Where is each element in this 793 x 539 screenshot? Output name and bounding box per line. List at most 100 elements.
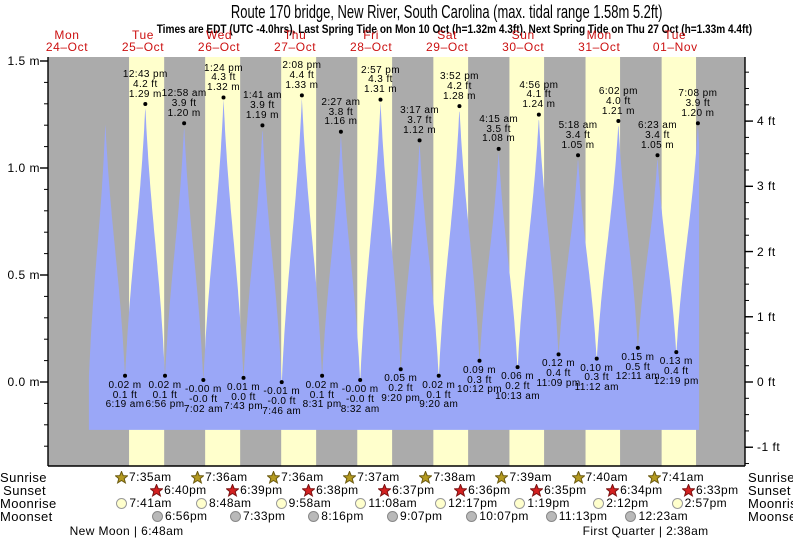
low-tide-label: 0.15 m 0.5 ft 12:11 am bbox=[598, 351, 678, 383]
high-tide-label: 3:52 pm 4.2 ft 1.28 m bbox=[419, 72, 499, 101]
tide-label-line: 4.4 ft bbox=[289, 70, 315, 82]
tide-label-line: 1.05 m bbox=[641, 139, 674, 151]
tide-label-line: -0.0 ft bbox=[267, 395, 296, 407]
day-of-week: Tue bbox=[132, 28, 155, 42]
sunrise-marker: 7:38am bbox=[419, 470, 475, 484]
sunrise-marker: 7:39am bbox=[495, 470, 551, 484]
sunset-time: 6:33pm bbox=[696, 483, 739, 497]
astro-row-label-right-moonrise: Moonrise bbox=[748, 496, 793, 511]
sunrise-marker: 7:36am bbox=[267, 470, 323, 484]
moonrise-time: 2:12pm bbox=[606, 496, 649, 510]
chart-subtitle: Times are EDT (UTC -4.0hrs). Last Spring… bbox=[156, 22, 753, 36]
tide-label-line: 10:13 am bbox=[495, 390, 541, 402]
day-of-week: Mon bbox=[586, 28, 612, 42]
tide-label-line: 9:20 pm bbox=[381, 392, 421, 404]
tide-extreme-dot bbox=[143, 101, 148, 106]
day-column-label: Sun 30–Oct bbox=[483, 29, 563, 53]
astro-row-label-right-sunrise: Sunrise bbox=[748, 470, 793, 485]
sunrise-time: 7:38am bbox=[433, 470, 476, 484]
high-tide-label: 2:08 pm 4.4 ft 1.33 m bbox=[262, 61, 342, 90]
tide-extreme-dot bbox=[123, 373, 128, 378]
moonset-marker: 8:16pm bbox=[307, 509, 363, 523]
tide-label-line: -0.01 m bbox=[263, 386, 301, 398]
tide-label-line: 0.05 m bbox=[384, 373, 418, 385]
tide-label-line: 2:27 am bbox=[321, 96, 361, 108]
tide-label-line: 7:46 am bbox=[262, 405, 302, 417]
moonset-circle-icon bbox=[545, 510, 557, 522]
tide-extreme-dot bbox=[515, 365, 520, 370]
low-tide-label: 0.02 m 0.1 ft 6:56 pm bbox=[125, 380, 205, 410]
sunrise-marker: 7:41am bbox=[647, 470, 704, 484]
tide-label-line: 0.3 ft bbox=[584, 372, 610, 384]
tide-extreme-dot bbox=[536, 112, 541, 117]
tide-label-line: 0.4 ft bbox=[663, 365, 689, 377]
moonset-circle-icon bbox=[387, 510, 399, 522]
tide-label-line: 4.2 ft bbox=[132, 78, 158, 90]
tide-extreme-dot bbox=[260, 123, 265, 128]
tide-extreme-dot bbox=[163, 373, 168, 378]
moonrise-circle-icon bbox=[514, 497, 526, 509]
day-of-week: Tue bbox=[664, 28, 687, 42]
tide-label-line: 0.06 m bbox=[501, 371, 535, 383]
tide-extreme-dot bbox=[457, 104, 462, 109]
low-tide-label: 0.13 m 0.4 ft 12:19 pm bbox=[636, 357, 716, 386]
sunset-marker: 6:35pm bbox=[530, 483, 586, 497]
sunset-marker: 6:40pm bbox=[150, 483, 206, 497]
moonrise-marker: 7:41am bbox=[115, 496, 171, 510]
day-of-week: Mon bbox=[54, 28, 80, 42]
tide-label-line: 8:31 pm bbox=[302, 399, 342, 411]
high-tide-label: 5:18 am 3.4 ft 1.05 m bbox=[538, 121, 618, 150]
sunrise-star-icon bbox=[419, 470, 433, 484]
tide-extreme-dot bbox=[477, 358, 482, 363]
astro-row-label-left-sunrise: Sunrise bbox=[0, 470, 47, 485]
low-tide-label: 0.02 m 0.1 ft 6:19 am bbox=[85, 380, 165, 410]
sunset-star-icon bbox=[226, 483, 240, 497]
tide-label-line: 1.32 m bbox=[207, 82, 240, 94]
day-date: 31–Oct bbox=[578, 39, 621, 54]
tide-label-line: 3.9 ft bbox=[250, 100, 275, 112]
tide-label-line: 0.15 m bbox=[621, 351, 655, 363]
moonrise-marker: 2:57pm bbox=[671, 496, 727, 510]
sunrise-star-icon bbox=[343, 470, 357, 484]
sunset-star-icon bbox=[150, 483, 164, 497]
tide-extreme-dot bbox=[436, 373, 441, 378]
sunset-marker: 6:36pm bbox=[454, 483, 510, 497]
day-date: 28–Oct bbox=[349, 39, 393, 54]
tide-label-line: 12:11 am bbox=[615, 371, 660, 383]
sunset-marker: 6:33pm bbox=[682, 483, 738, 497]
tide-label-line: 7:02 am bbox=[183, 403, 223, 415]
sunset-star-icon bbox=[606, 483, 620, 497]
tide-label-line: 0.13 m bbox=[659, 356, 693, 368]
day-date: 24–Oct bbox=[45, 39, 89, 54]
sunset-time: 6:34pm bbox=[620, 483, 663, 497]
y-axis-right-tick-label: 2 ft bbox=[757, 244, 776, 259]
tide-extreme-dot bbox=[221, 95, 226, 100]
sunrise-star-icon bbox=[571, 470, 585, 484]
sunrise-star-icon bbox=[647, 470, 661, 484]
high-tide-label: 4:15 am 3.5 ft 1.08 m bbox=[459, 114, 539, 144]
high-tide-label: 1:24 pm 4.3 ft 1.32 m bbox=[184, 63, 264, 94]
high-tide-label: 1:41 am 3.9 ft 1.19 m bbox=[222, 91, 302, 120]
high-tide-label: 2:57 pm 4.3 ft 1.31 m bbox=[341, 65, 421, 95]
moonset-circle-icon bbox=[152, 510, 163, 522]
tide-extreme-dot bbox=[358, 378, 363, 382]
moonrise-time: 2:57pm bbox=[684, 496, 728, 510]
tide-label-line: 3:17 am bbox=[400, 105, 440, 117]
low-tide-label: 0.05 m 0.2 ft 9:20 pm bbox=[361, 374, 441, 403]
tide-extreme-dot bbox=[201, 378, 206, 382]
tide-label-line: 7:43 pm bbox=[224, 401, 263, 413]
moonset-circle-icon bbox=[466, 510, 478, 522]
tide-label-line: 6:23 am bbox=[638, 120, 677, 132]
y-axis-right-tick-label: -1 ft bbox=[757, 440, 781, 455]
sunrise-star-icon bbox=[495, 470, 509, 484]
y-axis-right-tick-label: 3 ft bbox=[757, 179, 776, 194]
low-tide-label: 0.12 m 0.4 ft 11:09 pm bbox=[519, 359, 599, 388]
astro-row-label-right-moonset: Moonset bbox=[748, 509, 793, 524]
tide-label-line: 9:20 am bbox=[419, 399, 459, 411]
tide-label-line: 4.0 ft bbox=[606, 95, 631, 107]
day-of-week: Fri bbox=[363, 28, 380, 42]
tide-extreme-dot bbox=[674, 350, 679, 355]
astro-row-label-left-sunset: Sunset bbox=[3, 483, 46, 498]
moonrise-circle-icon bbox=[275, 497, 287, 509]
moonset-time: 8:16pm bbox=[321, 509, 364, 523]
